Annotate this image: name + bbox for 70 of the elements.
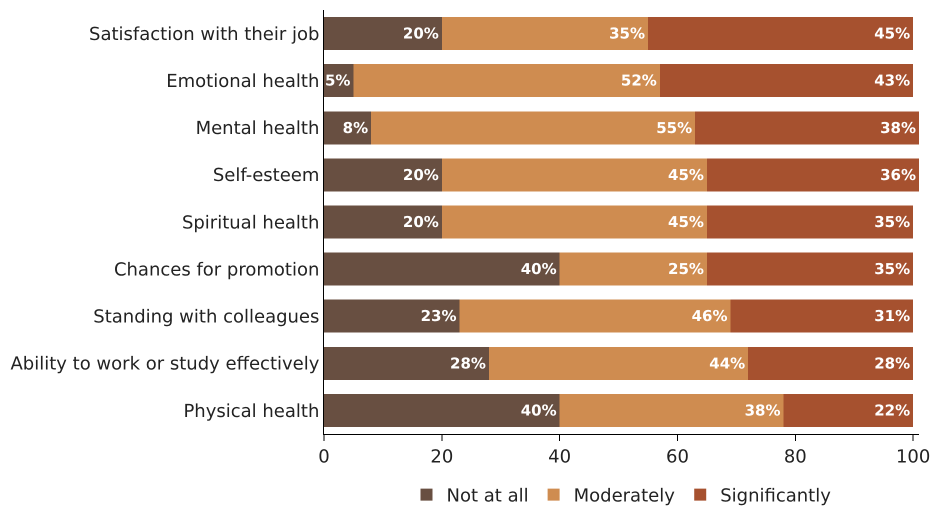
data-label: 45%	[874, 24, 910, 43]
bar	[660, 64, 914, 98]
y-tick-label: Physical health	[183, 400, 320, 422]
data-label: 22%	[874, 401, 910, 420]
bar	[353, 64, 660, 98]
bar	[371, 111, 696, 144]
bar	[442, 206, 707, 238]
bar	[730, 300, 914, 333]
bar	[706, 206, 914, 238]
bar	[324, 394, 560, 427]
legend-label: Not at all	[446, 486, 529, 507]
data-label: 25%	[668, 260, 704, 278]
y-tick-label: Emotional health	[166, 70, 320, 92]
bar	[706, 252, 914, 286]
data-label: 43%	[874, 72, 910, 90]
bar	[442, 158, 707, 192]
data-label: 35%	[609, 24, 646, 43]
data-label: 35%	[874, 213, 910, 231]
bar	[488, 346, 748, 380]
data-label: 28%	[874, 354, 910, 372]
bar	[706, 158, 919, 192]
data-label: 8%	[342, 118, 368, 137]
data-label: 23%	[420, 307, 456, 326]
bar	[324, 158, 442, 192]
x-tick-label: 60	[666, 446, 689, 468]
data-label: 38%	[880, 118, 916, 137]
bar	[324, 300, 460, 333]
data-label: 20%	[402, 24, 439, 43]
data-label: 45%	[668, 166, 704, 184]
data-label: 55%	[656, 118, 692, 137]
data-label: 52%	[620, 72, 657, 90]
legend-label: Significantly	[720, 486, 832, 507]
y-tick-label: Ability to work or study effectively	[10, 354, 320, 375]
bar	[695, 111, 919, 144]
x-tick-label: 80	[784, 446, 807, 468]
legend-label: Moderately	[574, 486, 676, 507]
y-tick-label: Satisfaction with their job	[89, 24, 320, 45]
bar	[560, 252, 707, 286]
data-label: 40%	[520, 401, 557, 420]
bar	[442, 17, 648, 50]
data-label: 31%	[874, 307, 910, 326]
bar	[560, 394, 784, 427]
bar	[324, 252, 560, 286]
data-label: 5%	[324, 72, 350, 90]
bar	[460, 300, 730, 333]
data-label: 20%	[402, 166, 439, 184]
x-tick-label: 0	[318, 446, 330, 468]
bar	[748, 346, 914, 380]
data-label: 44%	[709, 354, 746, 372]
data-label: 28%	[450, 354, 486, 372]
bar	[324, 17, 442, 50]
bar	[324, 346, 489, 380]
data-label: 46%	[692, 307, 728, 326]
x-tick-label: 20	[430, 446, 454, 468]
bar	[324, 206, 442, 238]
bar	[784, 394, 914, 427]
x-tick-label: 100	[896, 446, 930, 468]
data-label: 35%	[874, 260, 910, 278]
bar	[648, 17, 914, 50]
x-tick-label: 40	[548, 446, 572, 468]
data-label: 40%	[520, 260, 557, 278]
y-tick-label: Standing with colleagues	[93, 306, 320, 328]
data-label: 45%	[668, 213, 704, 231]
data-label: 36%	[880, 166, 916, 184]
y-tick-label: Self-esteem	[212, 165, 320, 186]
y-tick-label: Spiritual health	[182, 212, 320, 234]
y-tick-label: Mental health	[196, 118, 320, 140]
data-label: 38%	[744, 401, 780, 420]
data-label: 20%	[402, 213, 439, 231]
y-tick-label: Chances for promotion	[114, 259, 320, 280]
